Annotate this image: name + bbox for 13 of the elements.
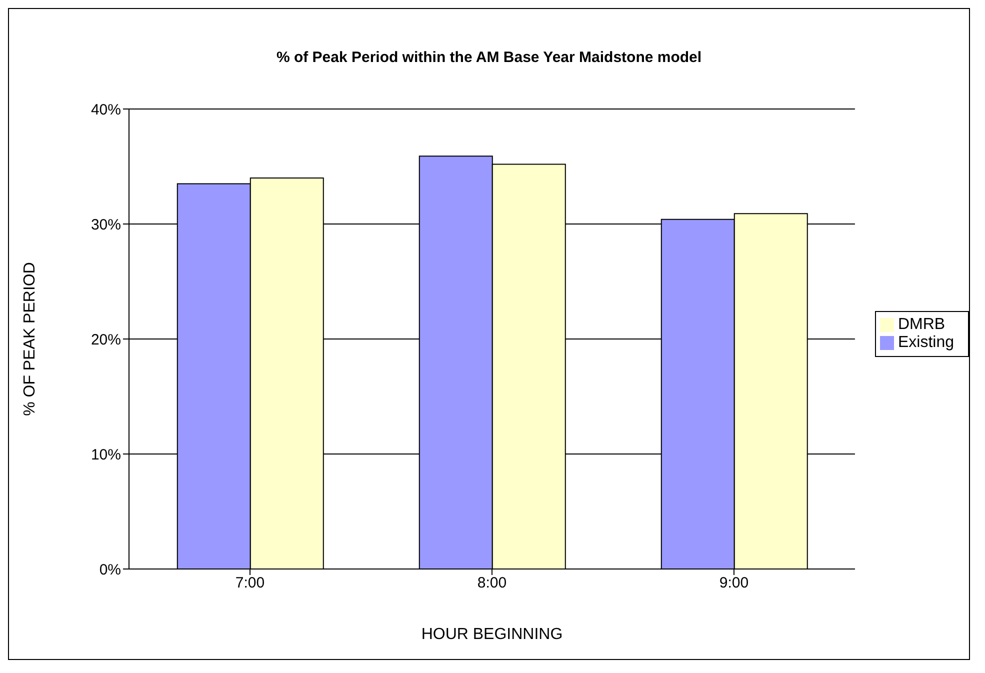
x-tick-label: 9:00 bbox=[719, 574, 749, 592]
y-tick-label: 40% bbox=[90, 101, 121, 118]
x-tick-label: 8:00 bbox=[477, 574, 507, 592]
legend-label: DMRB bbox=[898, 316, 946, 333]
legend-label: Existing bbox=[898, 334, 954, 351]
y-tick-label: 10% bbox=[90, 446, 121, 464]
y-tick-label: 30% bbox=[90, 216, 121, 234]
chart-title: % of Peak Period within the AM Base Year Maidstone model bbox=[275, 49, 703, 66]
x-tick-label: 7:00 bbox=[235, 574, 265, 592]
y-axis-title: % OF PEAK PERIOD bbox=[22, 262, 39, 416]
y-tick-label: 20% bbox=[90, 331, 121, 348]
y-tick-label: 0% bbox=[99, 561, 121, 578]
x-axis-title: HOUR BEGINNING bbox=[421, 626, 563, 643]
